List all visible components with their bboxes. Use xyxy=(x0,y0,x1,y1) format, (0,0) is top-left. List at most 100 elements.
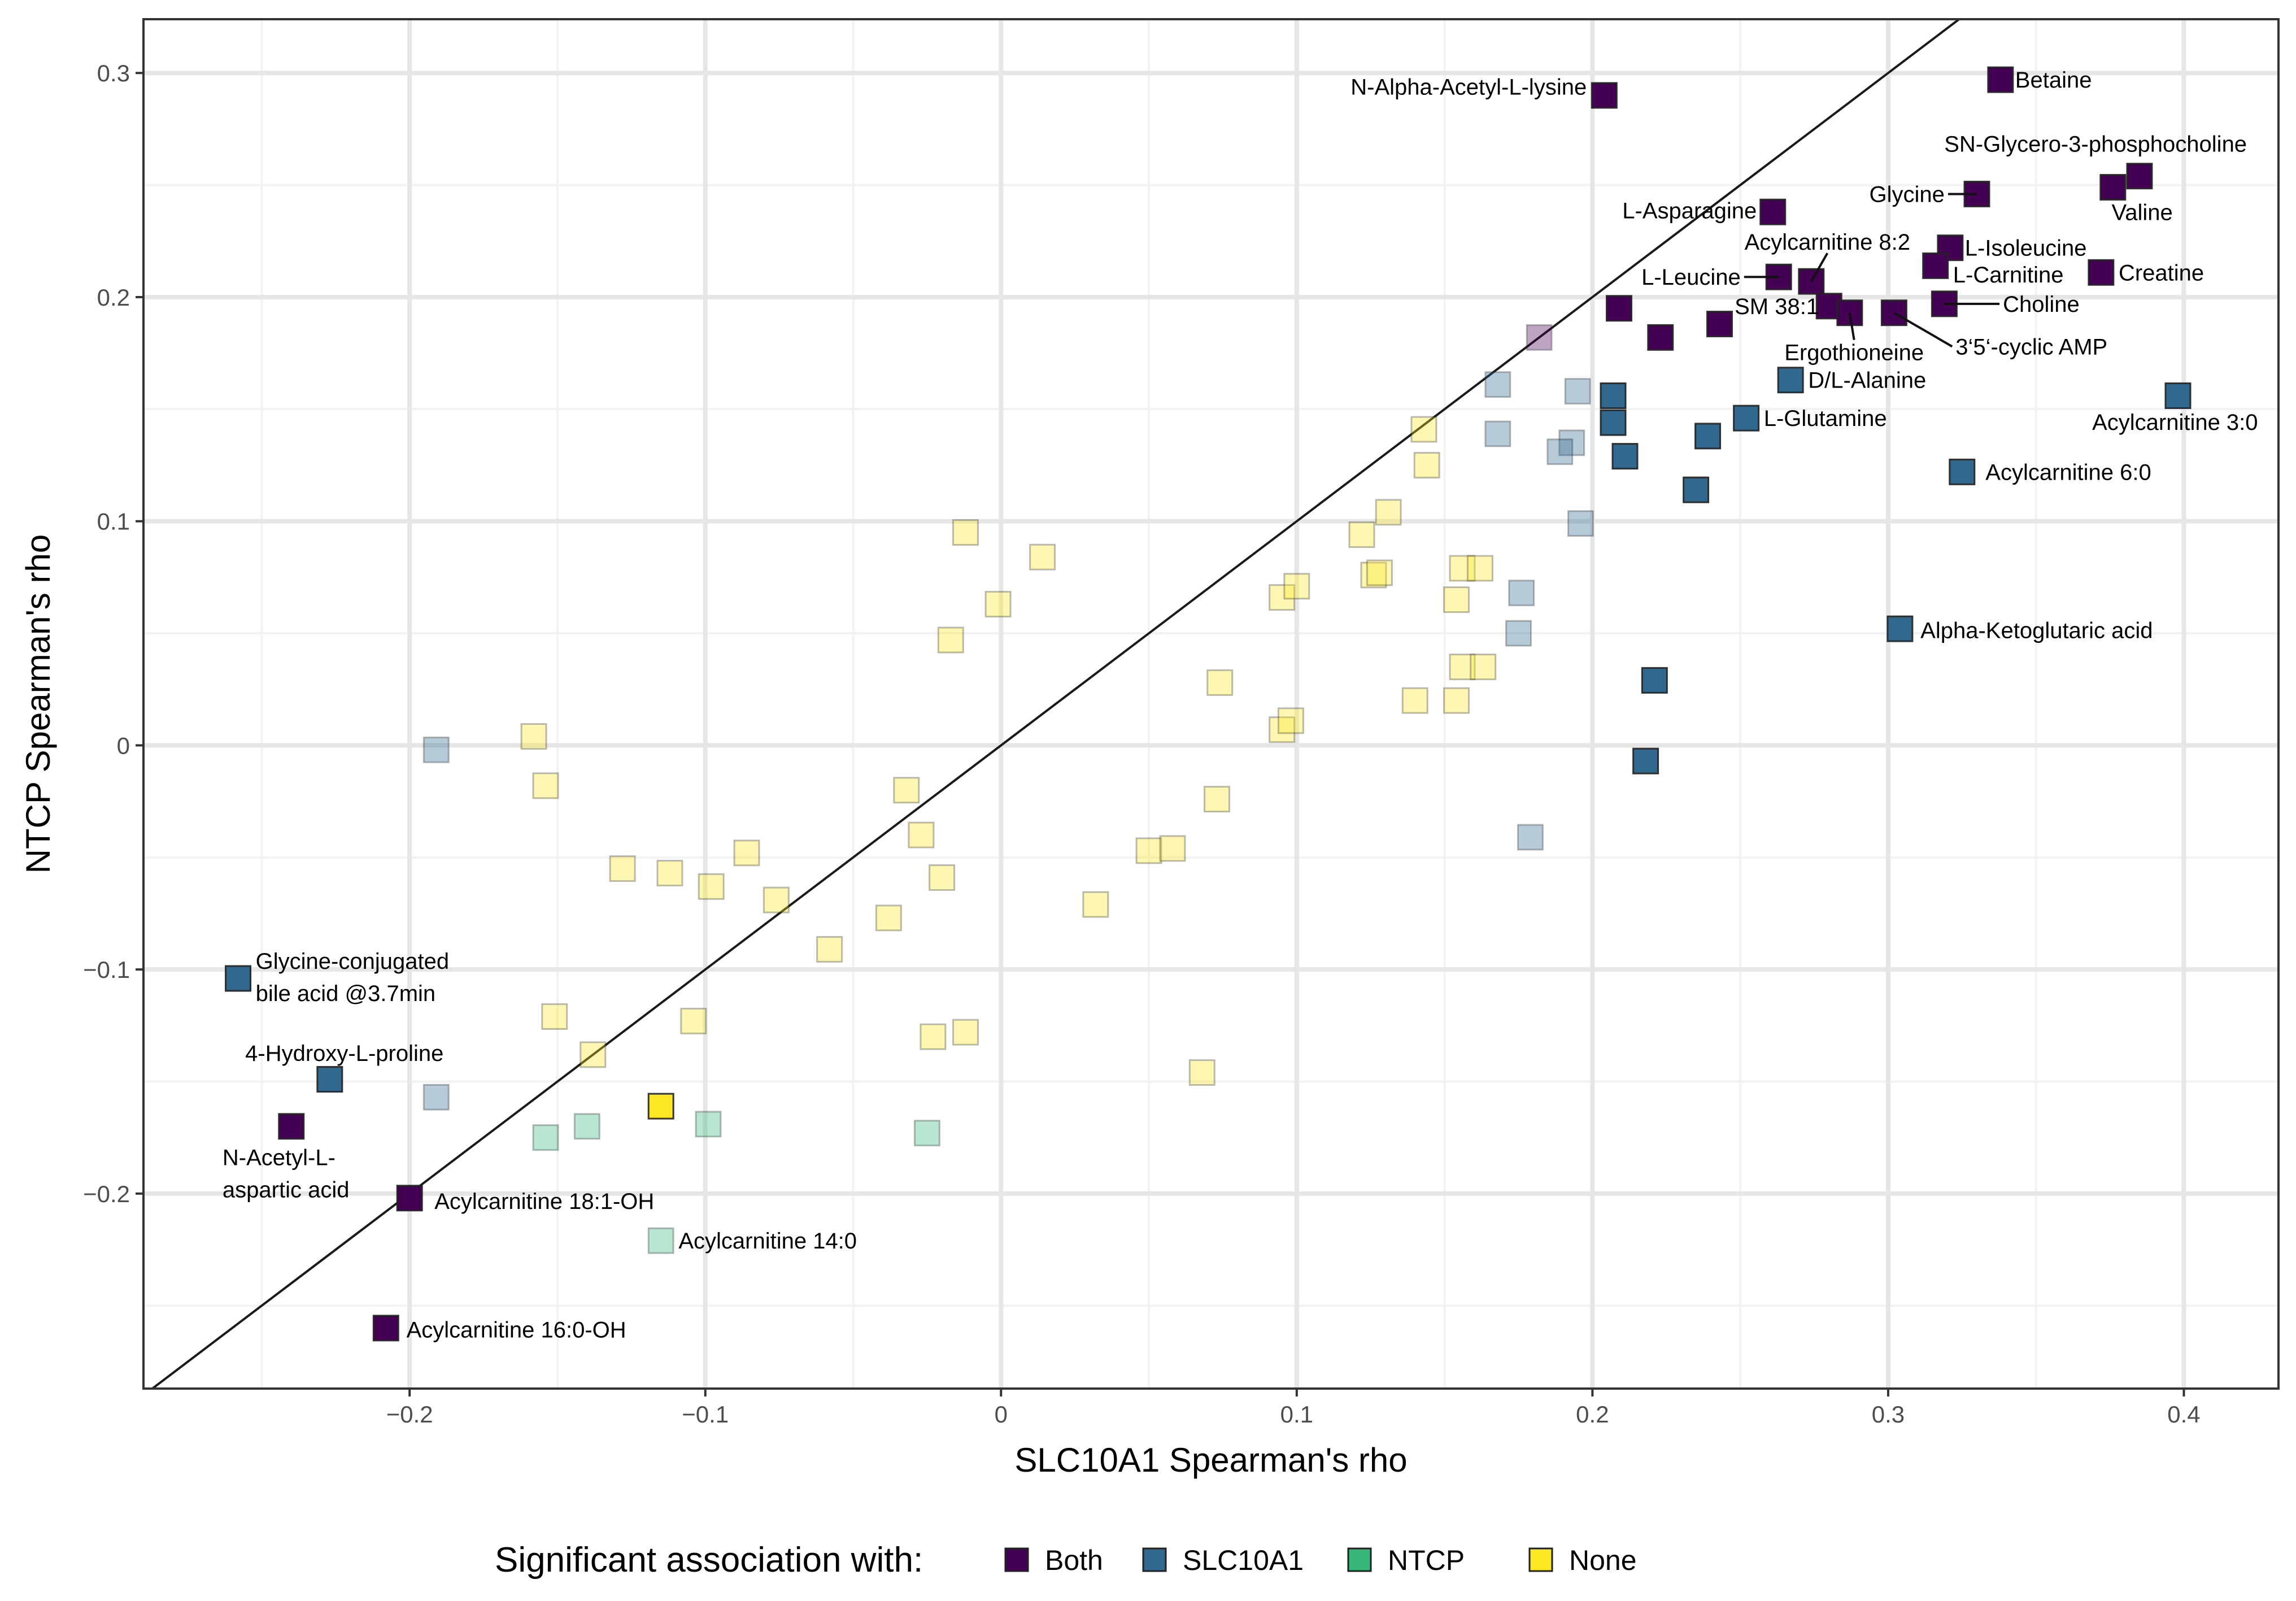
point-label: L-Glutamine xyxy=(1764,406,1887,431)
data-point-none xyxy=(1348,521,1375,548)
data-point-none xyxy=(893,777,920,804)
data-point-ntcp xyxy=(532,1124,559,1151)
data-point-none xyxy=(1410,416,1437,443)
data-point-both xyxy=(2099,174,2127,201)
data-point-slc10a1 xyxy=(1505,620,1532,647)
y-axis-title: NTCP Spearman's rho xyxy=(19,534,57,874)
data-point-none xyxy=(1449,555,1476,582)
legend: Significant association with: Both SLC10A… xyxy=(495,1541,1637,1580)
legend-key-both xyxy=(1004,1547,1029,1572)
x-tick-label: 0.4 xyxy=(2167,1401,2200,1428)
data-point-none xyxy=(875,904,902,932)
point-label: SN-Glycero-3-phosphocholine xyxy=(1944,132,2247,157)
data-point-none xyxy=(609,855,636,882)
data-point-slc10a1 xyxy=(1558,429,1585,456)
point-label: SM 38:1 xyxy=(1735,294,1819,319)
data-point-both xyxy=(396,1185,423,1212)
data-point-none xyxy=(1443,586,1470,614)
data-point-none xyxy=(532,772,559,799)
legend-key-none xyxy=(1528,1547,1553,1572)
data-point-slc10a1 xyxy=(1600,409,1627,436)
point-label: L-Carnitine xyxy=(1953,263,2064,288)
point-label: Acylcarnitine 18:1-OH xyxy=(434,1189,654,1214)
data-point-slc10a1 xyxy=(422,736,450,763)
data-point-none xyxy=(1360,562,1387,589)
data-point-slc10a1 xyxy=(1949,458,1976,485)
point-labels: Betaine N-Alpha-Acetyl-L-lysine SN-Glycero… xyxy=(223,68,2258,1342)
data-point-slc10a1 xyxy=(1600,382,1627,410)
data-point-none xyxy=(1269,584,1296,611)
point-label: N-Alpha-Acetyl-L-lysine xyxy=(1350,75,1587,99)
x-tick-label: 0.2 xyxy=(1576,1401,1609,1428)
data-point-slc10a1 xyxy=(1733,404,1760,432)
data-point-none xyxy=(680,1007,707,1034)
point-label: Betaine xyxy=(2015,68,2092,93)
data-point-both xyxy=(1987,66,2014,93)
data-points xyxy=(225,66,2192,1342)
data-point-slc10a1 xyxy=(1567,510,1594,537)
y-tick-label: 0.3 xyxy=(97,60,130,86)
data-point-both xyxy=(1759,198,1787,225)
point-label: 4-Hydroxy-L-proline xyxy=(245,1041,443,1066)
data-point-none xyxy=(1375,499,1402,526)
data-point-slc10a1 xyxy=(1517,824,1544,851)
point-label: bile acid @3.7min xyxy=(256,981,436,1006)
plot-border xyxy=(142,18,2280,1390)
data-point-slc10a1 xyxy=(1546,438,1574,465)
y-tick-label: 0.2 xyxy=(97,284,130,311)
data-point-slc10a1 xyxy=(1777,367,1804,394)
data-point-none xyxy=(1159,835,1186,862)
data-point-slc10a1 xyxy=(1632,747,1659,775)
data-point-none xyxy=(656,860,683,887)
data-point-both xyxy=(1647,324,1674,351)
data-point-both xyxy=(2088,259,2115,286)
data-point-slc10a1 xyxy=(2164,382,2192,410)
data-point-none xyxy=(1470,654,1497,681)
point-label: Glycine-conjugated xyxy=(256,949,449,974)
data-point-none xyxy=(1082,891,1109,918)
point-label: Acylcarnitine 3:0 xyxy=(2092,410,2258,435)
data-point-none xyxy=(698,873,725,900)
data-point-both xyxy=(1605,295,1632,322)
data-point-none xyxy=(1203,786,1230,813)
point-label: L-Isoleucine xyxy=(1965,236,2087,261)
point-label: N-Acetyl-L- xyxy=(223,1145,336,1170)
data-point-none xyxy=(1188,1059,1215,1086)
data-point-none xyxy=(937,627,964,654)
data-point-none xyxy=(952,519,979,546)
data-point-none xyxy=(1466,555,1493,582)
data-point-slc10a1 xyxy=(422,1084,450,1111)
data-point-both xyxy=(278,1113,305,1140)
y-tick-label: 0 xyxy=(117,732,130,759)
data-point-none xyxy=(1277,707,1304,734)
legend-label-none: None xyxy=(1569,1545,1637,1576)
point-label: Acylcarnitine 8:2 xyxy=(1745,230,1910,255)
data-point-none xyxy=(1413,451,1440,478)
x-tick-label: 0 xyxy=(995,1401,1008,1428)
point-label: Glycine xyxy=(1870,182,1945,207)
point-label: 3‘5‘-cyclic AMP xyxy=(1955,334,2107,359)
data-point-slc10a1 xyxy=(1508,580,1535,607)
data-point-none xyxy=(1401,687,1428,714)
x-tick-label: −0.1 xyxy=(682,1401,729,1428)
data-point-slc10a1 xyxy=(1611,443,1639,470)
data-point-both xyxy=(1922,252,1949,279)
data-point-none xyxy=(952,1019,979,1046)
data-point-ntcp xyxy=(573,1113,600,1140)
identity-line xyxy=(151,18,1960,1390)
y-axis-ticks: −0.2 −0.1 0 0.1 0.2 0.3 xyxy=(83,60,143,1207)
point-label: Valine xyxy=(2112,201,2173,225)
data-point-slc10a1 xyxy=(1694,423,1722,450)
legend-key-ntcp xyxy=(1347,1547,1372,1572)
y-tick-label: −0.2 xyxy=(83,1181,130,1207)
point-label: D/L-Alanine xyxy=(1808,368,1926,393)
point-label: Acylcarnitine 14:0 xyxy=(678,1229,857,1254)
data-point-slc10a1 xyxy=(316,1066,343,1093)
grid-lines xyxy=(143,19,2278,1389)
data-point-both xyxy=(1706,311,1733,338)
x-axis-title: SLC10A1 Spearman's rho xyxy=(1014,1441,1407,1479)
y-tick-label: −0.1 xyxy=(83,956,130,983)
data-point-ntcp xyxy=(913,1120,940,1147)
data-point-none xyxy=(541,1003,568,1030)
data-point-ntcp xyxy=(695,1111,722,1138)
